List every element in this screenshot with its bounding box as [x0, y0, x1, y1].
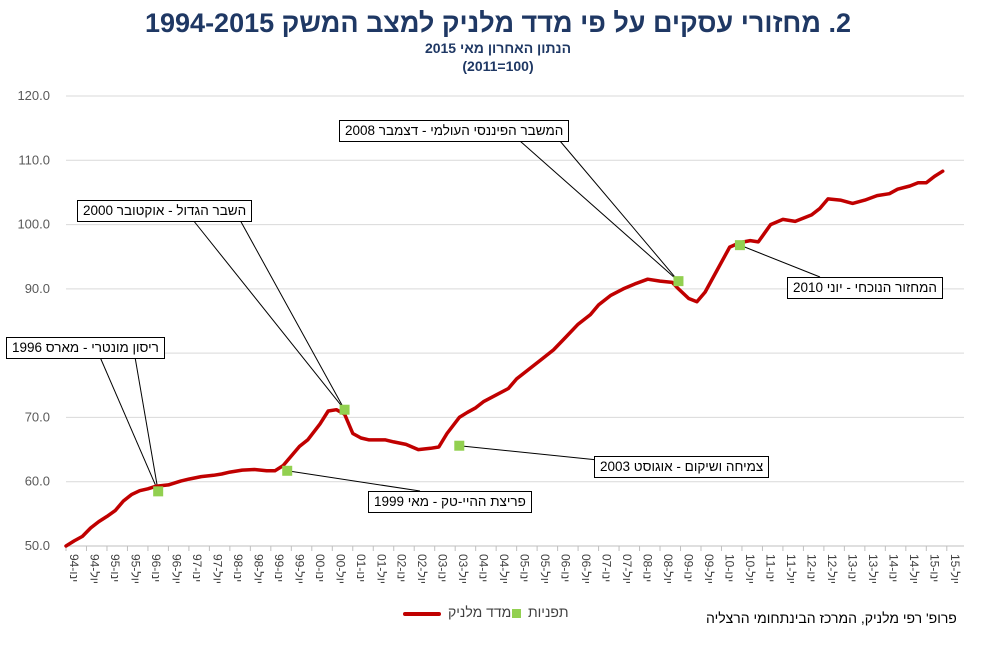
turning-point-marker — [153, 486, 164, 497]
x-tick-label: יול-14 — [907, 554, 921, 584]
x-tick-label: ינו-15 — [927, 554, 941, 582]
callout-leader-line — [739, 244, 821, 278]
credit-text: פרופ' רפי מלניק, המרכז הבינתחומי הרצליה — [706, 610, 957, 626]
callout-leader-line — [99, 356, 159, 492]
x-tick-label: יול-95 — [128, 554, 142, 584]
callout-leader-line — [287, 470, 421, 492]
x-tick-label: יול-97 — [210, 554, 224, 584]
chart-base-note: (100=2011) — [462, 58, 534, 74]
callout-turning-point-2003: צמיחה ושיקום - אוגוסט 2003 — [594, 456, 770, 478]
series-line-melnick-index — [64, 169, 945, 548]
x-tick-label: ינו-94 — [67, 554, 81, 582]
x-tick-label: יול-04 — [497, 554, 511, 584]
turning-point-marker — [339, 404, 350, 415]
x-tick-label: ינו-01 — [354, 554, 368, 582]
x-tick-label: יול-98 — [251, 554, 265, 584]
callout-turning-point-1999: פריצת ההיי-טק - מאי 1999 — [368, 491, 532, 513]
x-tick-label: יול-99 — [292, 554, 306, 584]
x-tick-label: יול-07 — [620, 554, 634, 584]
x-tick-label: יול-03 — [456, 554, 470, 584]
callout-leader-line — [192, 219, 345, 411]
x-tick-label: ינו-03 — [436, 554, 450, 582]
x-tick-label: ינו-07 — [600, 554, 614, 582]
x-tick-label: ינו-11 — [763, 554, 777, 582]
x-tick-label: ינו-00 — [313, 554, 327, 582]
legend: תפניות מדד מלניק — [400, 604, 620, 628]
x-tick-label: ינו-98 — [231, 554, 245, 582]
callout-turning-point-2000: השבר הגדול - אוקטובר 2000 — [77, 200, 253, 222]
x-tick-label: ינו-08 — [641, 554, 655, 582]
x-tick-label: ינו-10 — [722, 554, 736, 582]
x-tick-label: ינו-05 — [518, 554, 532, 582]
callout-leader-line — [459, 445, 599, 461]
callout-turning-point-2008: המשבר הפיננסי העולמי - דצמבר 2008 — [339, 120, 570, 142]
x-tick-label: ינו-02 — [395, 554, 409, 582]
x-tick-label: ינו-06 — [559, 554, 573, 582]
x-tick-label: יול-96 — [169, 554, 183, 584]
x-tick-label: ינו-99 — [272, 554, 286, 582]
x-tick-label: יול-06 — [579, 554, 593, 584]
turning-point-marker — [673, 276, 684, 287]
x-tick-label: יול-01 — [374, 554, 388, 584]
x-tick-label: יול-02 — [415, 554, 429, 584]
y-tick-label: 110.0 — [18, 152, 50, 167]
x-tick-label: יול-13 — [866, 554, 880, 584]
y-tick-label: 60.0 — [25, 474, 50, 489]
legend-marker-swatch — [512, 609, 521, 618]
callout-leader-line — [559, 140, 679, 282]
legend-marker-label: תפניות — [528, 604, 569, 620]
turning-point-marker — [734, 240, 745, 251]
turning-point-marker — [282, 465, 293, 476]
x-tick-label: ינו-97 — [190, 554, 204, 582]
y-tick-label: 70.0 — [25, 409, 50, 424]
callout-leader-line — [519, 140, 679, 282]
x-tick-label: יול-12 — [825, 554, 839, 584]
x-tick-label: ינו-09 — [682, 554, 696, 582]
x-tick-label: ינו-96 — [149, 554, 163, 582]
legend-line-label: מדד מלניק — [448, 604, 512, 620]
x-tick-label: יול-08 — [661, 554, 675, 584]
x-tick-label: יול-11 — [784, 554, 798, 584]
callout-turning-point-2010: המחזור הנוכחי - יוני 2010 — [787, 277, 943, 299]
x-tick-label: יול-94 — [87, 554, 101, 584]
callout-turning-point-1996: ריסון מונטרי - מארס 1996 — [6, 337, 165, 359]
x-tick-label: ינו-04 — [477, 554, 491, 582]
x-tick-label: יול-09 — [702, 554, 716, 584]
x-tick-label: ינו-12 — [804, 554, 818, 582]
x-tick-label: ינו-95 — [108, 554, 122, 582]
y-tick-label: 50.0 — [25, 538, 50, 553]
x-tick-label: יול-00 — [333, 554, 347, 584]
callout-leader-line — [239, 219, 346, 410]
legend-line-swatch — [403, 612, 441, 616]
x-tick-label: ינו-13 — [845, 554, 859, 582]
y-tick-label: 100.0 — [17, 217, 50, 232]
x-tick-label: יול-15 — [948, 554, 962, 584]
chart-title: 2. מחזורי עסקים על פי מדד מלניק למצב המש… — [145, 8, 851, 38]
chart-subtitle: הנתון האחרון מאי 2015 — [424, 40, 572, 56]
turning-point-marker — [454, 440, 465, 451]
y-tick-label: 90.0 — [25, 281, 50, 296]
callout-leader-line — [134, 356, 159, 492]
y-tick-label: 120.0 — [17, 88, 50, 103]
x-tick-label: יול-10 — [743, 554, 757, 584]
x-tick-label: יול-05 — [538, 554, 552, 584]
x-tick-label: ינו-14 — [886, 554, 900, 582]
